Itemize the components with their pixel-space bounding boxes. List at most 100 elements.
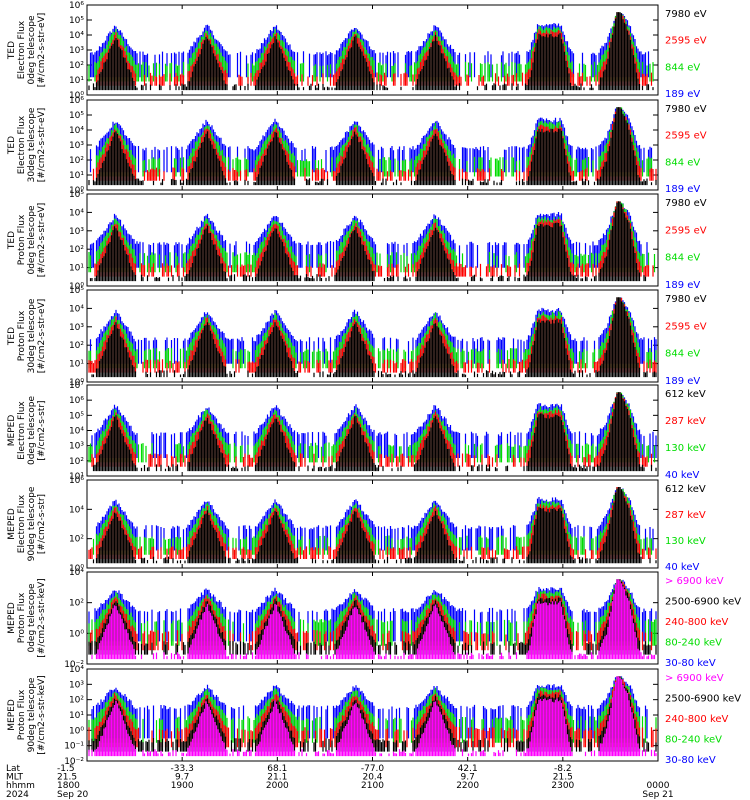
x-tick-hhmm: 2300 [551, 781, 574, 791]
x-axis-row-label: MLT [6, 773, 24, 783]
panel-meped-proton-90deg: 10⁻² 10⁻¹ 10⁰ 10¹ 10² 10³ 10⁴ MEPED Proton Flux 9… [7, 665, 741, 767]
y-tick-label: 10⁵ [69, 190, 84, 200]
x-tick-mlt: 21.5 [57, 773, 77, 783]
y-tick-label: 10² [69, 696, 84, 706]
series-trace [92, 392, 657, 472]
series-trace [92, 487, 657, 564]
y-axis-label-line: Proton Flux [17, 214, 27, 265]
panel-ted-proton-0deg: 10⁰ 10¹ 10² 10³ 10⁴ 10⁵ TED Proton Flux 0deg tel… [7, 190, 707, 292]
panel-meped-electron-90deg: 10⁰ 10² 10⁴ 10⁶ MEPED Electron Flux 90deg tele… [7, 476, 706, 574]
y-tick-label: 10³ [69, 46, 84, 56]
legend-entry: 7980 eV [665, 9, 707, 20]
panel-ted-electron-0deg: 10⁰ 10¹ 10² 10³ 10⁴ 10⁵ 10⁶ TED Electron Flux 0de… [7, 1, 707, 101]
panel-ted-proton-30deg: 10⁰ 10¹ 10² 10³ 10⁴ 10⁵ TED Proton Flux 30deg te… [7, 286, 707, 388]
y-tick-label: 10² [69, 341, 84, 351]
legend-entry: 189 eV [665, 280, 700, 291]
legend-entry: 80-240 keV [665, 735, 722, 746]
legend-entry: 7980 eV [665, 198, 707, 209]
legend-entry: > 6900 keV [665, 673, 724, 684]
y-tick-label: 10⁵ [69, 111, 84, 121]
y-axis-label-line: 0deg telescope [27, 396, 37, 466]
y-tick-label: 10⁻² [64, 757, 84, 767]
legend-entry: 844 eV [665, 253, 700, 264]
legend-entry: 287 keV [665, 510, 706, 521]
y-tick-label: 10² [69, 535, 84, 545]
y-tick-label: 10⁰ [69, 726, 84, 736]
y-tick-label: 10³ [69, 141, 84, 151]
y-axis-label-line: MEPED [7, 602, 17, 634]
y-axis-label-line: 0deg telescope [27, 205, 37, 275]
legend-entry: 844 eV [665, 349, 700, 360]
series-trace [89, 297, 657, 364]
y-tick-label: 10⁶ [69, 96, 84, 106]
y-tick-label: 10⁷ [69, 381, 84, 391]
x-axis-row-label: hhmm [6, 781, 35, 791]
y-tick-label: 10¹ [69, 76, 84, 86]
y-tick-label: 10⁵ [69, 286, 84, 296]
y-axis-label-line: Proton Flux [17, 310, 27, 361]
x-tick-hhmm: 2200 [456, 781, 479, 791]
legend-entry: 30-80 keV [665, 755, 716, 766]
legend-entry: 240-800 keV [665, 617, 729, 628]
y-tick-label: 10¹ [69, 360, 84, 370]
legend-entry: 2500-6900 keV [665, 694, 741, 705]
y-tick-label: 10⁵ [69, 411, 84, 421]
x-tick-hhmm: 2100 [361, 781, 384, 791]
y-tick-label: 10⁴ [69, 304, 84, 314]
y-tick-label: 10⁴ [69, 208, 84, 218]
y-axis-label-line: [#/cm2-s-str-eV] [37, 13, 47, 88]
x-tick-lat: -77.0 [361, 764, 385, 774]
y-tick-label: 10³ [69, 680, 84, 690]
x-tick-date: Sep 20 [57, 790, 89, 800]
y-tick-label: 10⁶ [69, 396, 84, 406]
legend-entry: 2595 eV [665, 225, 707, 236]
y-axis-label-line: Electron Flux [17, 20, 27, 79]
y-tick-label: 10² [69, 599, 84, 609]
legend-entry: 130 keV [665, 443, 706, 454]
series-trace [95, 107, 653, 177]
y-tick-label: 10⁰ [69, 91, 84, 101]
y-tick-label: 10⁰ [69, 378, 84, 388]
legend-entry: 80-240 keV [665, 638, 722, 649]
series-trace [88, 107, 657, 186]
x-tick-mlt: 21.5 [553, 773, 573, 783]
x-tick-hhmm: 1800 [57, 781, 80, 791]
y-axis-label-line: [#/cm2-s-str-eV] [37, 108, 47, 183]
y-tick-label: 10¹ [69, 711, 84, 721]
y-tick-label: 10³ [69, 323, 84, 333]
y-axis-label-line: Electron Flux [17, 494, 27, 553]
y-axis-label-line: TED [7, 136, 17, 155]
y-axis-label-line: 90deg telescope [27, 677, 37, 752]
legend-entry: 40 keV [665, 562, 699, 573]
y-tick-label: 10⁴ [69, 427, 84, 437]
y-axis-label-line: 0deg telescope [27, 583, 37, 653]
y-tick-label: 10⁻² [64, 660, 84, 670]
y-tick-label: 10¹ [69, 264, 84, 274]
y-tick-label: 10¹ [69, 171, 84, 181]
y-axis-label-line: Electron Flux [17, 401, 27, 460]
series-trace [88, 392, 656, 463]
series-trace [91, 297, 657, 378]
y-tick-label: 10² [69, 245, 84, 255]
y-axis-label-line: MEPED [7, 508, 17, 540]
x-tick-lat: -8.2 [554, 764, 572, 774]
x-tick-mlt: 20.4 [362, 773, 382, 783]
y-axis-label-line: 30deg telescope [27, 107, 37, 182]
y-axis-label-line: 0deg telescope [27, 15, 37, 85]
legend-entry: 2500-6900 keV [665, 597, 741, 608]
series-trace [88, 12, 654, 91]
x-tick-date: Sep 21 [642, 790, 673, 800]
y-axis-label-line: MEPED [7, 415, 17, 447]
x-tick-hhmm: 2000 [266, 781, 289, 791]
y-tick-label: 10⁰ [69, 186, 84, 196]
y-axis-label-line: [#/cm2-s-str-eV] [37, 203, 47, 278]
legend-entry: 287 keV [665, 416, 706, 427]
panel-ted-electron-30deg: 10⁰ 10¹ 10² 10³ 10⁴ 10⁵ 10⁶ TED Electron Flux 30d… [7, 96, 707, 196]
y-axis-label-line: TED [7, 41, 17, 60]
legend-entry: 2595 eV [665, 36, 707, 47]
y-tick-label: 10⁴ [69, 505, 84, 515]
x-tick-mlt: 9.7 [461, 773, 475, 783]
y-axis-label-line: Electron Flux [17, 115, 27, 174]
